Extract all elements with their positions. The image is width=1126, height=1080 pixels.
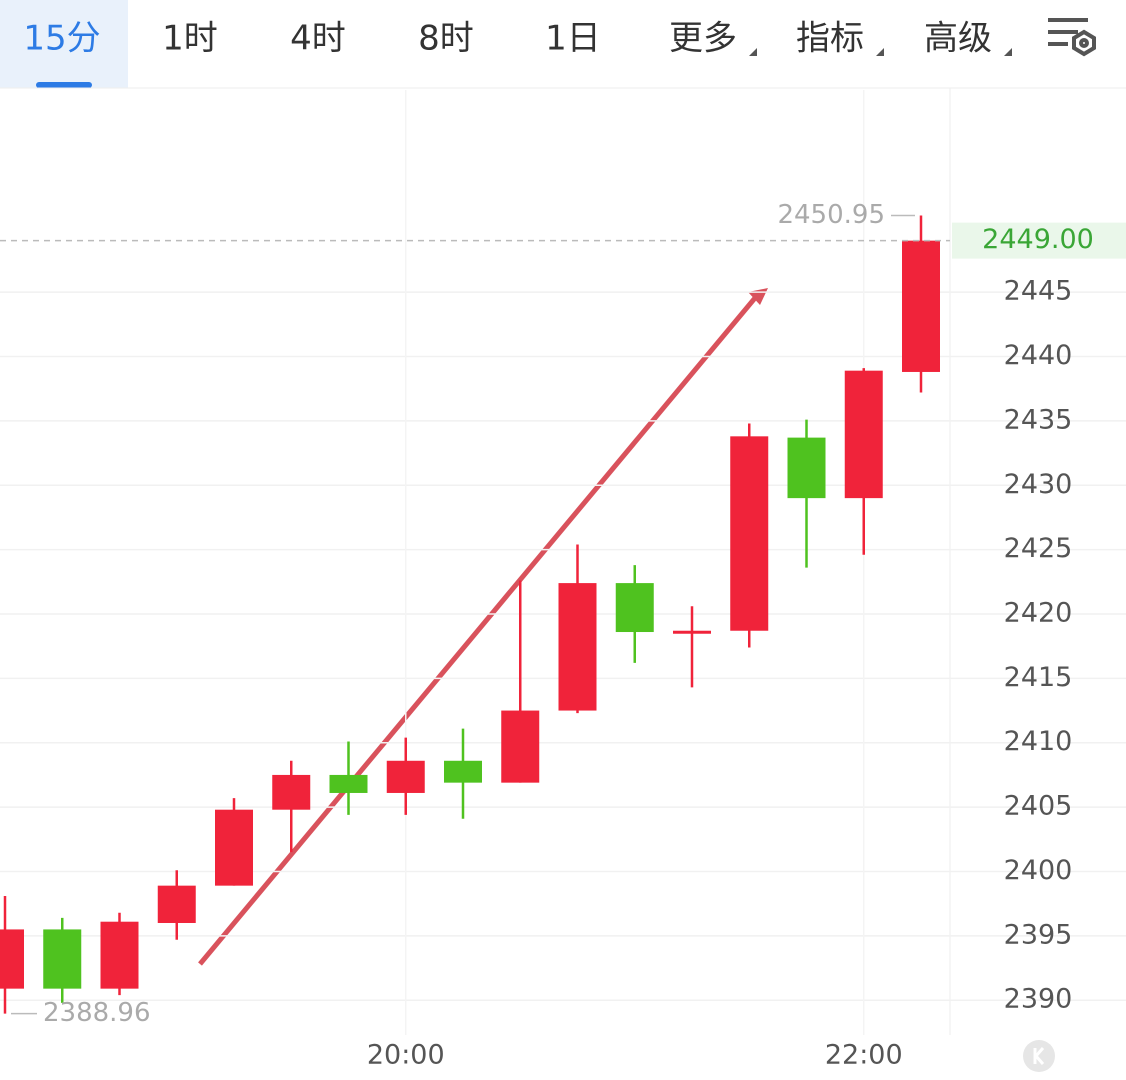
candle-body (730, 436, 769, 631)
high-label: 2450.95 (777, 200, 885, 230)
candle-body (444, 760, 482, 783)
y-tick-label: 2420 (1004, 597, 1073, 628)
dropdown-caret (749, 48, 757, 56)
tab[interactable]: 15分 (23, 19, 100, 59)
candle-body (386, 760, 425, 793)
candle-body (272, 774, 311, 810)
last-price-bg (952, 222, 1126, 259)
low-label: 2388.96 (43, 998, 151, 1028)
candle-body (215, 809, 253, 886)
tab[interactable]: 更多 (669, 19, 737, 59)
scroll-icon (1033, 1047, 1045, 1065)
candle-body (43, 929, 82, 989)
candle-body (673, 630, 711, 634)
candle-body (157, 885, 196, 923)
candle-body (787, 437, 826, 499)
x-tick-label: 22:00 (825, 1040, 903, 1071)
y-tick-label: 2400 (1004, 855, 1073, 886)
candle-body (615, 583, 654, 633)
tab[interactable]: 1日 (545, 19, 601, 59)
y-tick-label: 2395 (1004, 919, 1073, 950)
y-tick-label: 2430 (1004, 469, 1073, 500)
candle-body (100, 921, 139, 989)
tab[interactable]: 指标 (796, 19, 864, 59)
tab[interactable]: 高级 (924, 19, 992, 59)
y-tick-label: 2435 (1004, 404, 1073, 435)
tab[interactable]: 1时 (162, 19, 218, 59)
y-tick-label: 2390 (1004, 984, 1073, 1015)
tab[interactable]: 8时 (418, 19, 474, 59)
y-tick-label: 2445 (1004, 276, 1073, 307)
y-tick-label: 2440 (1004, 340, 1073, 371)
x-tick-label: 20:00 (367, 1040, 445, 1071)
y-tick-label: 2405 (1004, 791, 1073, 822)
active-tab-indicator (36, 82, 92, 88)
y-tick-label: 2425 (1004, 533, 1073, 564)
candle-body (329, 774, 368, 793)
tab[interactable]: 4时 (290, 19, 346, 59)
settings-icon[interactable] (1048, 18, 1096, 57)
dropdown-caret (1004, 48, 1012, 56)
trend-arrow (198, 288, 768, 966)
candle-body (844, 370, 883, 499)
candle-body (0, 929, 24, 989)
dropdown-caret (876, 48, 884, 56)
candle-body (501, 710, 540, 783)
candle-body (558, 583, 597, 711)
active-tab-bg (0, 0, 128, 88)
last-price-label: 2449.00 (982, 224, 1094, 255)
candle-body (902, 240, 940, 372)
y-tick-label: 2415 (1004, 662, 1073, 693)
scroll-button[interactable] (1023, 1040, 1055, 1072)
y-tick-label: 2410 (1004, 726, 1073, 757)
